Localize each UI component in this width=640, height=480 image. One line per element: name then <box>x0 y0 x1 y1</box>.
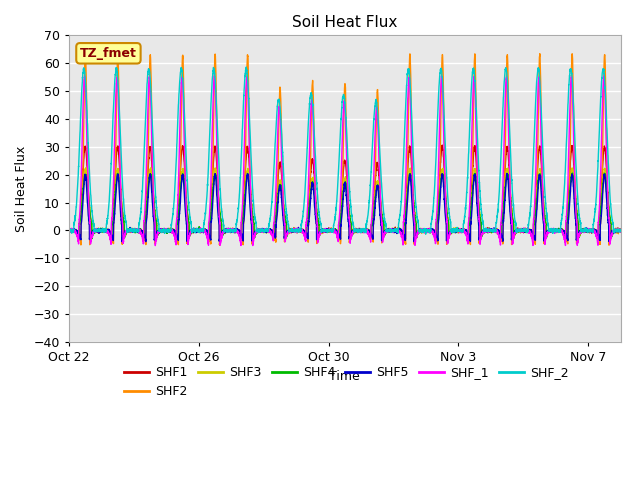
SHF4 <box>153 234 161 240</box>
SHF2 <box>153 232 161 238</box>
SHF4 <box>404 186 412 192</box>
Y-axis label: Soil Heat Flux: Soil Heat Flux <box>15 145 28 232</box>
SHF3 <box>460 226 467 232</box>
SHF_2 <box>460 221 467 227</box>
SHF5 <box>460 229 467 235</box>
Line: SHF_2: SHF_2 <box>69 67 621 234</box>
SHF_2 <box>115 104 123 110</box>
SHF3 <box>65 228 73 233</box>
SHF5 <box>180 184 188 190</box>
SHF_1 <box>460 228 467 234</box>
SHF3 <box>595 235 602 240</box>
SHF_1 <box>211 72 218 78</box>
SHF5 <box>398 228 406 234</box>
SHF2 <box>65 229 73 235</box>
SHF_1 <box>153 232 161 238</box>
Line: SHF4: SHF4 <box>69 173 621 240</box>
SHF_2 <box>180 100 188 106</box>
Line: SHF1: SHF1 <box>69 145 621 238</box>
SHF_1 <box>180 128 188 133</box>
SHF1 <box>180 155 188 160</box>
SHF1 <box>153 232 161 238</box>
SHF_2 <box>65 227 73 232</box>
SHF1 <box>617 228 625 233</box>
SHF3 <box>398 229 406 235</box>
SHF_1 <box>617 227 625 233</box>
SHF4 <box>398 228 406 234</box>
SHF2 <box>460 228 467 234</box>
SHF5 <box>115 188 123 194</box>
SHF4 <box>180 176 188 182</box>
SHF_2 <box>404 66 412 72</box>
SHF_2 <box>422 231 429 237</box>
SHF4 <box>595 237 602 242</box>
SHF_1 <box>404 88 412 94</box>
SHF_2 <box>617 228 625 233</box>
Legend: SHF1, SHF2, SHF3, SHF4, SHF5, SHF_1, SHF_2: SHF1, SHF2, SHF3, SHF4, SHF5, SHF_1, SHF… <box>119 361 573 403</box>
SHF3 <box>82 165 90 171</box>
X-axis label: Time: Time <box>330 370 360 383</box>
SHF2 <box>180 94 188 100</box>
SHF2 <box>216 242 223 248</box>
SHF_2 <box>153 208 161 214</box>
SHF4 <box>65 227 73 232</box>
SHF5 <box>153 231 161 237</box>
SHF5 <box>65 225 73 231</box>
SHF_1 <box>399 237 406 242</box>
SHF2 <box>536 51 543 57</box>
SHF5 <box>617 228 625 234</box>
SHF1 <box>398 228 406 234</box>
SHF_1 <box>115 133 123 139</box>
SHF_1 <box>152 243 159 249</box>
Line: SHF5: SHF5 <box>69 173 621 242</box>
SHF2 <box>404 138 412 144</box>
SHF1 <box>438 142 446 148</box>
SHF4 <box>568 170 576 176</box>
SHF2 <box>115 109 123 115</box>
SHF2 <box>398 229 406 235</box>
SHF1 <box>115 158 123 164</box>
SHF3 <box>404 179 412 184</box>
SHF_1 <box>65 227 73 233</box>
SHF4 <box>460 228 467 234</box>
Line: SHF_1: SHF_1 <box>69 75 621 246</box>
Text: TZ_fmet: TZ_fmet <box>80 47 137 60</box>
SHF1 <box>460 228 467 234</box>
Line: SHF2: SHF2 <box>69 54 621 245</box>
SHF3 <box>153 232 161 238</box>
SHF3 <box>115 172 123 178</box>
SHF4 <box>617 227 625 232</box>
SHF4 <box>115 177 123 182</box>
SHF1 <box>509 235 517 241</box>
Title: Soil Heat Flux: Soil Heat Flux <box>292 15 397 30</box>
SHF3 <box>180 171 188 177</box>
SHF5 <box>404 192 412 198</box>
SHF3 <box>617 228 625 234</box>
SHF5 <box>410 239 418 245</box>
SHF_2 <box>398 184 406 190</box>
SHF2 <box>617 228 625 233</box>
SHF5 <box>503 170 511 176</box>
Line: SHF3: SHF3 <box>69 168 621 238</box>
SHF1 <box>404 164 412 170</box>
SHF1 <box>65 227 73 233</box>
SHF_2 <box>243 64 250 70</box>
